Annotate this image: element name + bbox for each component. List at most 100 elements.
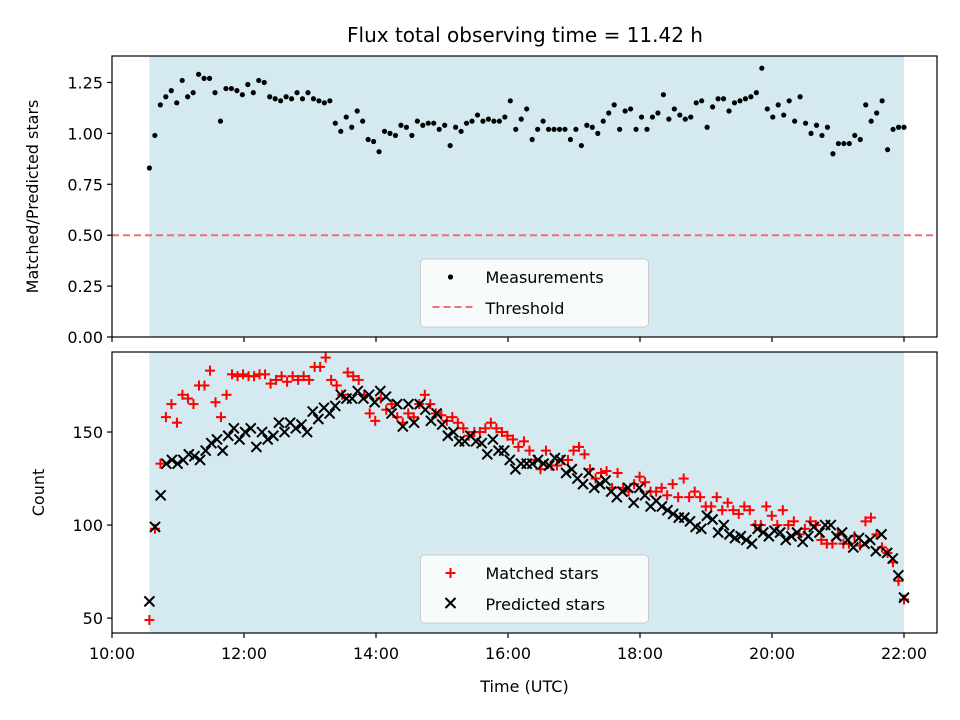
predicted-star-point bbox=[723, 528, 736, 541]
measurement-point bbox=[327, 98, 333, 104]
measurement-point bbox=[737, 98, 743, 104]
measurement-point bbox=[387, 130, 393, 136]
matched-star-point bbox=[689, 486, 700, 497]
matched-star-point bbox=[315, 361, 326, 372]
x-tick-label: 14:00 bbox=[353, 644, 399, 663]
matched-star-point bbox=[364, 408, 375, 419]
x-tick-label: 22:00 bbox=[881, 644, 927, 663]
measurement-point bbox=[792, 118, 798, 124]
predicted-star-point bbox=[261, 433, 274, 446]
measurement-point bbox=[474, 112, 481, 118]
measurement-point bbox=[589, 124, 595, 130]
matched-star-point bbox=[860, 516, 871, 527]
measurement-point bbox=[545, 126, 552, 132]
matched-star-point bbox=[331, 380, 342, 391]
matched-star-point bbox=[563, 454, 574, 465]
x-tick-label: 18:00 bbox=[617, 644, 663, 663]
measurement-point bbox=[332, 120, 338, 126]
predicted-star-point bbox=[560, 467, 572, 479]
measurement-point bbox=[857, 136, 863, 143]
legend-measurements-label: Measurements bbox=[486, 268, 604, 287]
measurement-point bbox=[890, 126, 896, 132]
matched-star-point bbox=[381, 404, 392, 415]
predicted-star-point bbox=[718, 519, 730, 531]
matched-star-point bbox=[155, 458, 166, 469]
matched-star-point bbox=[171, 417, 182, 428]
predicted-star-point bbox=[622, 482, 634, 494]
measurement-point bbox=[256, 77, 262, 84]
matched-star-point bbox=[238, 369, 249, 380]
top-y-tick-label: 1.00 bbox=[67, 124, 103, 143]
predicted-star-point bbox=[357, 392, 370, 405]
predicted-star-point bbox=[701, 510, 713, 522]
matched-star-point bbox=[144, 614, 155, 625]
measurement-point bbox=[671, 106, 677, 112]
measurement-point bbox=[146, 165, 152, 171]
matched-star-point bbox=[160, 412, 171, 423]
measurement-point bbox=[797, 94, 803, 100]
measurement-point bbox=[644, 126, 650, 132]
measurement-point bbox=[627, 106, 634, 112]
measurement-point bbox=[206, 75, 213, 81]
measurement-point bbox=[179, 77, 185, 84]
predicted-star-point bbox=[774, 526, 786, 539]
matched-star-point bbox=[739, 501, 750, 512]
matched-star-point bbox=[166, 399, 177, 410]
top-panel: 0.00 0.25 0.50 0.75 1.00 1.25 Matched/Predict… bbox=[23, 55, 938, 347]
measurement-point bbox=[294, 90, 300, 96]
predicted-star-point bbox=[813, 526, 826, 539]
measurement-point bbox=[551, 126, 557, 132]
matched-star-point bbox=[474, 427, 485, 438]
measurement-point bbox=[496, 118, 502, 124]
measurement-point bbox=[813, 122, 820, 128]
predicted-star-point bbox=[588, 482, 600, 494]
top-y-tick-label: 0.00 bbox=[67, 328, 103, 347]
x-tick-label: 20:00 bbox=[749, 644, 795, 663]
measurement-point bbox=[431, 120, 437, 126]
predicted-star-point bbox=[200, 444, 212, 457]
predicted-star-point bbox=[554, 454, 567, 466]
bottom-legend: Matched stars Predicted stars bbox=[420, 554, 649, 624]
measurement-point bbox=[278, 98, 284, 104]
predicted-star-point bbox=[273, 417, 285, 429]
measurement-point bbox=[338, 128, 344, 134]
measurement-point bbox=[152, 132, 158, 139]
matched-star-point bbox=[766, 510, 777, 521]
predicted-star-point bbox=[323, 407, 336, 420]
measurement-point bbox=[174, 100, 180, 106]
top-y-tick-label: 0.50 bbox=[67, 226, 103, 245]
predicted-star-point bbox=[892, 569, 905, 582]
predicted-star-point bbox=[143, 595, 156, 608]
predicted-star-point bbox=[656, 500, 668, 513]
measurement-point bbox=[693, 100, 699, 106]
measurement-point bbox=[453, 124, 459, 130]
measurement-point bbox=[469, 118, 475, 124]
chart-title: Flux total observing time = 11.42 h bbox=[347, 23, 703, 47]
matched-star-point bbox=[419, 389, 430, 400]
measurement-point bbox=[524, 106, 530, 112]
measurement-point bbox=[485, 116, 492, 122]
matched-star-point bbox=[348, 371, 359, 382]
measurement-point bbox=[239, 92, 245, 98]
x-tick-label: 10:00 bbox=[89, 644, 135, 663]
matched-star-point bbox=[216, 412, 227, 423]
measurement-point bbox=[895, 124, 902, 130]
measurement-point bbox=[874, 110, 880, 116]
predicted-star-point bbox=[222, 430, 234, 442]
measurement-point bbox=[573, 126, 579, 132]
predicted-star-point bbox=[385, 407, 398, 420]
measurement-point bbox=[863, 102, 869, 108]
measurement-point bbox=[879, 98, 885, 104]
predicted-star-point bbox=[757, 526, 769, 539]
predicted-star-point bbox=[352, 385, 364, 397]
measurement-point bbox=[742, 96, 749, 102]
measurement-point bbox=[491, 118, 497, 124]
predicted-star-point bbox=[740, 534, 753, 546]
measurement-point bbox=[731, 100, 738, 106]
predicted-star-point bbox=[695, 523, 707, 535]
top-y-tick-label: 1.25 bbox=[67, 73, 103, 92]
matched-star-point bbox=[458, 423, 469, 434]
legend-cross-glyph bbox=[444, 597, 457, 609]
matched-star-point bbox=[221, 389, 232, 400]
measurement-point bbox=[310, 96, 317, 102]
